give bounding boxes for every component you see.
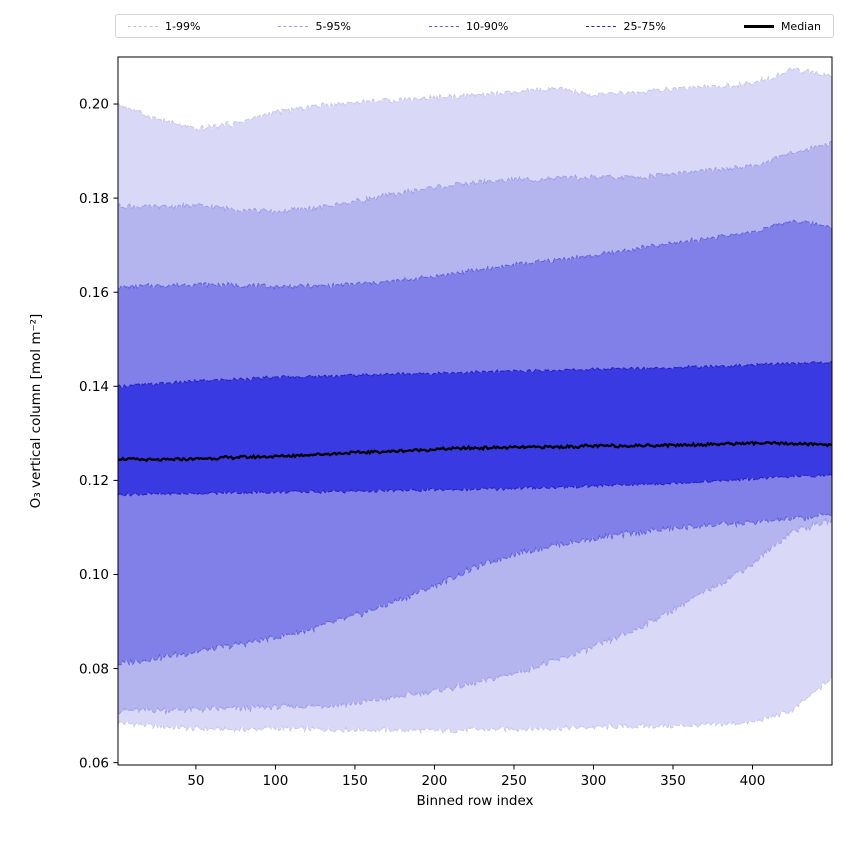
edge-lower-10-90% <box>118 512 832 667</box>
legend-line-icon <box>128 25 158 27</box>
y-tick-label: 0.08 <box>79 661 109 677</box>
legend-label: Median <box>780 19 821 33</box>
x-tick-label: 200 <box>422 773 448 789</box>
x-tick-label: 300 <box>581 773 607 789</box>
edge-lower-1-99% <box>118 676 832 735</box>
legend-label: 10-90% <box>465 19 509 33</box>
legend-item-5-95-: 5-95% <box>278 19 351 33</box>
y-tick-label: 0.14 <box>79 379 109 395</box>
y-tick-label: 0.18 <box>79 191 109 207</box>
y-axis-label: O₃ vertical column [mol m⁻²] <box>28 313 44 509</box>
y-tick-label: 0.20 <box>79 97 109 113</box>
band-25-75% <box>118 361 832 496</box>
legend-item-10-90-: 10-90% <box>428 19 509 33</box>
legend-label: 5-95% <box>315 19 351 33</box>
edge-lower-5-95% <box>118 517 832 716</box>
edge-upper-1-99% <box>118 66 832 132</box>
legend-line-icon <box>743 24 774 28</box>
plot-area <box>118 66 832 735</box>
legend-label: 1-99% <box>165 19 201 33</box>
x-tick-label: 100 <box>263 773 289 789</box>
y-tick-label: 0.12 <box>79 473 109 489</box>
x-tick-label: 150 <box>342 773 368 789</box>
x-tick-label: 350 <box>660 773 686 789</box>
edge-lower-25-75% <box>118 473 832 497</box>
median-line <box>118 440 832 463</box>
legend-label: 25-75% <box>623 19 666 33</box>
legend-line-icon <box>278 25 309 27</box>
x-tick-label: 400 <box>740 773 766 789</box>
legend-item-25-75-: 25-75% <box>586 19 666 33</box>
edge-upper-5-95% <box>118 140 832 215</box>
legend: 1-99% 5-95% 10-90% 25-75% Median <box>115 14 834 38</box>
edge-upper-10-90% <box>118 219 832 290</box>
axes-spines <box>117 56 833 766</box>
legend-line-icon <box>428 25 459 27</box>
x-tick-label: 250 <box>501 773 527 789</box>
y-tick-label: 0.16 <box>79 285 109 301</box>
x-axis-label: Binned row index <box>416 793 534 809</box>
edge-upper-25-75% <box>118 360 832 389</box>
legend-item-median: Median <box>743 19 821 33</box>
legend-item-1-99-: 1-99% <box>128 20 200 33</box>
legend-line-icon <box>586 25 617 27</box>
x-tick-label: 50 <box>187 773 204 789</box>
y-tick-label: 0.10 <box>79 567 109 583</box>
y-tick-label: 0.06 <box>79 755 109 771</box>
